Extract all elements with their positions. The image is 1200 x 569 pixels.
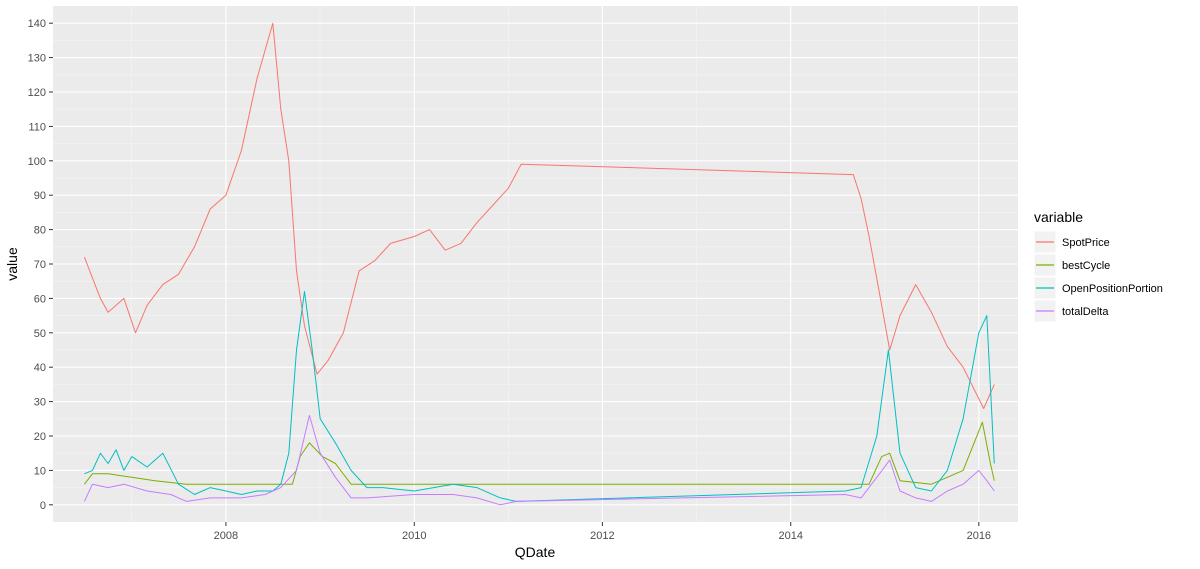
series-line-open-position-portion: [84, 291, 995, 502]
legend: variable SpotPrice bestCycle OpenPositionP…: [1033, 209, 1163, 323]
series-line-best-cycle: [84, 421, 995, 485]
y-tick-label: 20: [34, 431, 46, 443]
y-tick-label: 100: [28, 156, 46, 168]
x-tick-label: 2016: [967, 530, 991, 542]
legend-item-open-position-portion: OpenPositionPortion: [1033, 276, 1163, 300]
y-tick-label: 0: [40, 500, 46, 512]
y-tick-label: 140: [28, 18, 46, 30]
x-axis-title: QDate: [515, 544, 556, 560]
legend-label: OpenPositionPortion: [1062, 283, 1163, 295]
y-tick-label: 10: [34, 465, 46, 477]
legend-label: SpotPrice: [1062, 237, 1110, 249]
y-tick-label: 110: [28, 121, 46, 133]
legend-title: variable: [1034, 209, 1083, 225]
x-tick-label: 2012: [590, 530, 614, 542]
series-line-spot-price: [83, 22, 995, 409]
y-tick-label: 120: [28, 87, 46, 99]
y-tick-label: 90: [34, 190, 46, 202]
x-tick-label: 2010: [402, 530, 426, 542]
x-tick-label: 2008: [214, 530, 238, 542]
legend-item-total-delta: totalDelta: [1033, 299, 1109, 323]
y-tick-label: 130: [28, 53, 46, 65]
x-tick-label: 2014: [778, 530, 802, 542]
legend-label: totalDelta: [1062, 306, 1109, 318]
grid-major: [53, 6, 1018, 522]
series-line-total-delta: [83, 414, 995, 506]
legend-label: bestCycle: [1062, 260, 1110, 272]
legend-items: SpotPrice bestCycle OpenPositionPortion tot…: [1033, 230, 1163, 323]
y-tick-label: 70: [34, 259, 46, 271]
y-tick-label: 80: [34, 225, 46, 237]
y-tick-label: 60: [34, 293, 46, 305]
series-layer: [83, 22, 995, 506]
legend-item-best-cycle: bestCycle: [1033, 253, 1110, 277]
x-axis: 2008 2010 2012 2014 2016: [214, 522, 991, 542]
y-tick-label: 30: [34, 397, 46, 409]
y-axis-title: value: [4, 247, 20, 281]
y-tick-label: 50: [34, 328, 46, 340]
legend-item-spot-price: SpotPrice: [1033, 230, 1110, 254]
y-tick-label: 40: [34, 362, 46, 374]
y-axis: 0 10 20 30 40 50 60 70 80 90 100 110 120 130 140: [28, 18, 53, 512]
